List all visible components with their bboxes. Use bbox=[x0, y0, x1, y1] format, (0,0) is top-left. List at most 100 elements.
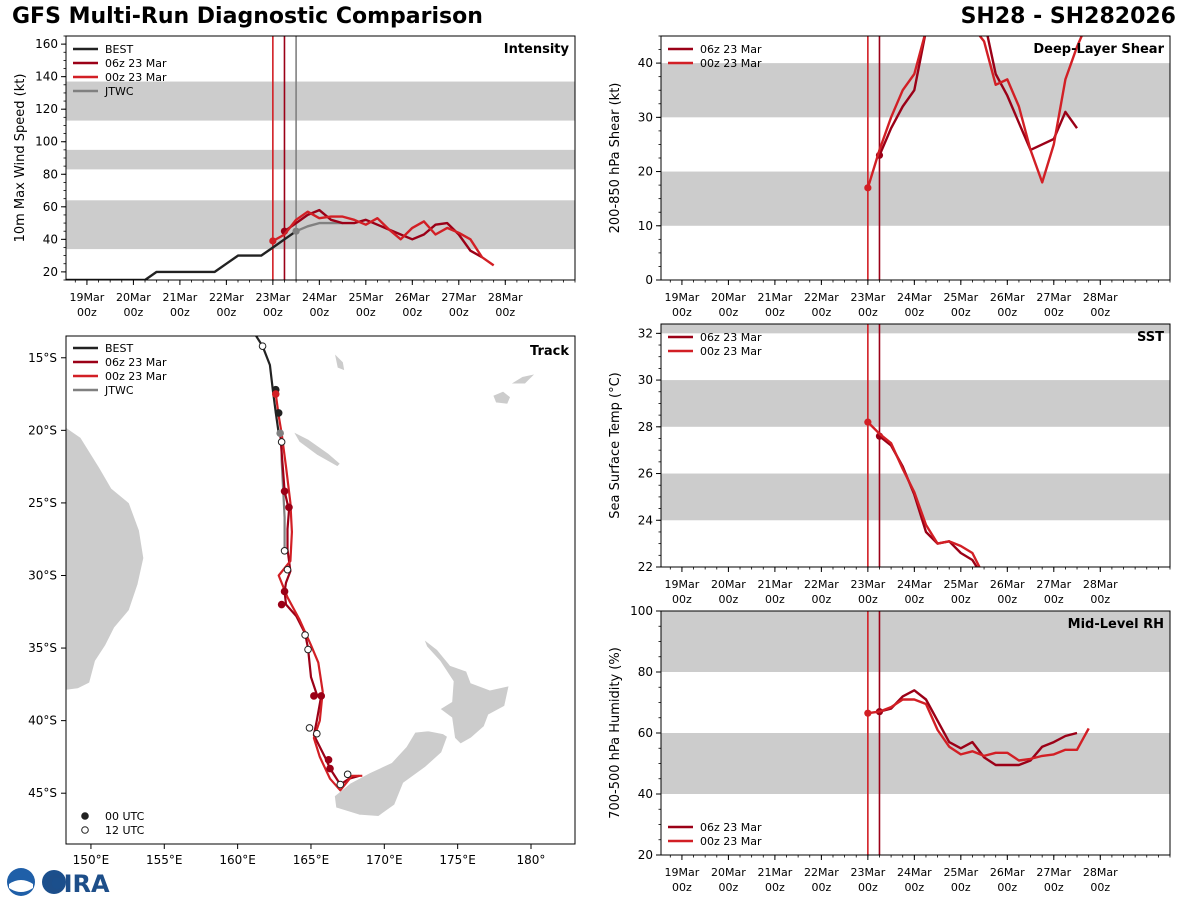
shear-ylabel: 200-850 hPa Shear (kt) bbox=[608, 83, 623, 234]
intensity-xtick-label: 27Mar bbox=[441, 291, 476, 304]
intensity-ytick-label: 60 bbox=[43, 200, 58, 214]
track-point-run_00z bbox=[343, 770, 352, 779]
shear-ytick-label: 40 bbox=[638, 56, 653, 70]
rh-ytick-label: 60 bbox=[638, 726, 653, 740]
rh-band-1 bbox=[661, 611, 1170, 672]
track-xtick-label: 155°E bbox=[146, 853, 183, 867]
sst-xtick-label: 19Mar bbox=[665, 578, 700, 591]
track-point-run_06z bbox=[336, 780, 345, 789]
rh-xtick-label: 23Mar bbox=[850, 866, 885, 879]
intensity-band-0 bbox=[66, 200, 575, 250]
intensity-ytick-label: 140 bbox=[35, 70, 58, 84]
rh-xtick-label: 21Mar bbox=[758, 866, 793, 879]
intensity-xtick-label: 28Mar bbox=[488, 291, 523, 304]
shear-ytick-label: 30 bbox=[638, 110, 653, 124]
nz-south-island bbox=[333, 730, 448, 817]
sst-xtick-label: 22Mar bbox=[804, 578, 839, 591]
sst-ytick-label: 28 bbox=[638, 420, 653, 434]
intensity-xtick-label: 21Mar bbox=[163, 291, 198, 304]
sst-xtick-label: 00z bbox=[1090, 593, 1110, 606]
rh-ylabel: 700-500 hPa Humidity (%) bbox=[608, 647, 623, 819]
intensity-xtick-label: 00z bbox=[170, 306, 190, 319]
sst-ytick-label: 26 bbox=[638, 467, 653, 481]
shear-xtick-label: 25Mar bbox=[943, 291, 978, 304]
track-marker-legend-label: 12 UTC bbox=[105, 824, 145, 837]
ncei-logo-icon bbox=[42, 870, 66, 894]
sst-xtick-label: 00z bbox=[811, 593, 831, 606]
intensity-xtick-label: 00z bbox=[77, 306, 97, 319]
intensity-legend-label: BEST bbox=[105, 43, 133, 56]
intensity-legend-label: 00z 23 Mar bbox=[105, 71, 167, 84]
intensity-xtick-label: 26Mar bbox=[395, 291, 430, 304]
intensity-xtick-label: 00z bbox=[495, 306, 515, 319]
rh-xtick-label: 00z bbox=[1090, 881, 1110, 894]
shear-xtick-label: 22Mar bbox=[804, 291, 839, 304]
track-panel: 150°E 155°E 160°E 165°E 170°E 175°E 180° 15°S 20… bbox=[28, 335, 576, 867]
track-title: Track bbox=[530, 344, 569, 359]
intensity-series-run_06z bbox=[283, 208, 483, 259]
shear-series-run_00z bbox=[866, 36, 1083, 189]
sst-xtick-label: 27Mar bbox=[1036, 578, 1071, 591]
rh-marker-run_00z bbox=[864, 709, 872, 717]
track-point-run_06z bbox=[280, 487, 289, 496]
shear-xtick-label: 00z bbox=[1090, 306, 1110, 319]
rh-xtick-label: 00z bbox=[672, 881, 692, 894]
sst-ytick-label: 30 bbox=[638, 373, 653, 387]
rh-xtick-label: 00z bbox=[951, 881, 971, 894]
track-xtick-label: 175°E bbox=[439, 853, 476, 867]
intensity-xtick-label: 00z bbox=[309, 306, 329, 319]
nz-north-island bbox=[422, 638, 510, 745]
intensity-xtick-label: 20Mar bbox=[116, 291, 151, 304]
shear-xtick-label: 27Mar bbox=[1036, 291, 1071, 304]
intensity-xtick-label: 00z bbox=[449, 306, 469, 319]
intensity-xtick-label: 00z bbox=[356, 306, 376, 319]
sst-ylabel: Sea Surface Temp (°C) bbox=[608, 372, 623, 519]
track-legend-label: 06z 23 Mar bbox=[105, 356, 167, 369]
track-point-run_06z bbox=[280, 587, 289, 596]
sst-xtick-label: 00z bbox=[904, 593, 924, 606]
rh-series-run_00z bbox=[867, 698, 1090, 762]
track-point-run_06z bbox=[326, 764, 334, 773]
shear-ytick-label: 10 bbox=[638, 219, 653, 233]
shear-xtick-label: 00z bbox=[1044, 306, 1064, 319]
intensity-ytick-label: 100 bbox=[35, 135, 58, 149]
shear-xtick-label: 00z bbox=[672, 306, 692, 319]
rh-xtick-label: 27Mar bbox=[1036, 866, 1071, 879]
australia-land bbox=[66, 426, 145, 691]
rh-xtick-label: 20Mar bbox=[711, 866, 746, 879]
shear-xtick-label: 23Mar bbox=[850, 291, 885, 304]
shear-band-0 bbox=[661, 171, 1170, 226]
intensity-xtick-label: 24Mar bbox=[302, 291, 337, 304]
intensity-xtick-label: 23Mar bbox=[255, 291, 290, 304]
track-series-best bbox=[254, 336, 280, 434]
intensity-series-best bbox=[66, 230, 297, 280]
track-legend-label: 00z 23 Mar bbox=[105, 370, 167, 383]
intensity-xtick-label: 22Mar bbox=[209, 291, 244, 304]
sst-xtick-label: 26Mar bbox=[990, 578, 1025, 591]
rh-legend-label: 06z 23 Mar bbox=[700, 821, 762, 834]
fiji-islands bbox=[492, 390, 511, 405]
track-frame bbox=[65, 335, 576, 845]
shear-xtick-label: 00z bbox=[997, 306, 1017, 319]
shear-legend-label: 00z 23 Mar bbox=[700, 57, 762, 70]
sst-xtick-label: 00z bbox=[672, 593, 692, 606]
intensity-panel: 20 40 60 80 100 120 140 160 19Mar 00z 20Mar 00z 21Ma… bbox=[13, 35, 576, 319]
shear-panel: 0 10 20 30 40 19Mar 00z 20Mar 00z 21Mar 00z 22Mar 00… bbox=[608, 35, 1171, 319]
intensity-series-jtwc bbox=[295, 221, 343, 233]
track-point-jtwc bbox=[280, 547, 289, 555]
track-ytick-label: 25°S bbox=[28, 496, 57, 510]
sst-xtick-label: 00z bbox=[858, 593, 878, 606]
rh-xtick-label: 25Mar bbox=[943, 866, 978, 879]
rh-legend-label: 00z 23 Mar bbox=[700, 835, 762, 848]
track-ytick-label: 45°S bbox=[28, 786, 57, 800]
track-marker-legend-label: 00 UTC bbox=[105, 810, 145, 823]
track-ytick-label: 15°S bbox=[28, 351, 57, 365]
figure-title: GFS Multi-Run Diagnostic Comparison bbox=[12, 4, 483, 29]
shear-xtick-label: 00z bbox=[858, 306, 878, 319]
sst-legend-label: 00z 23 Mar bbox=[700, 345, 762, 358]
intensity-legend-label: 06z 23 Mar bbox=[105, 57, 167, 70]
sst-xtick-label: 00z bbox=[997, 593, 1017, 606]
track-point-run_06z bbox=[304, 645, 312, 654]
sst-legend-label: 06z 23 Mar bbox=[700, 331, 762, 344]
